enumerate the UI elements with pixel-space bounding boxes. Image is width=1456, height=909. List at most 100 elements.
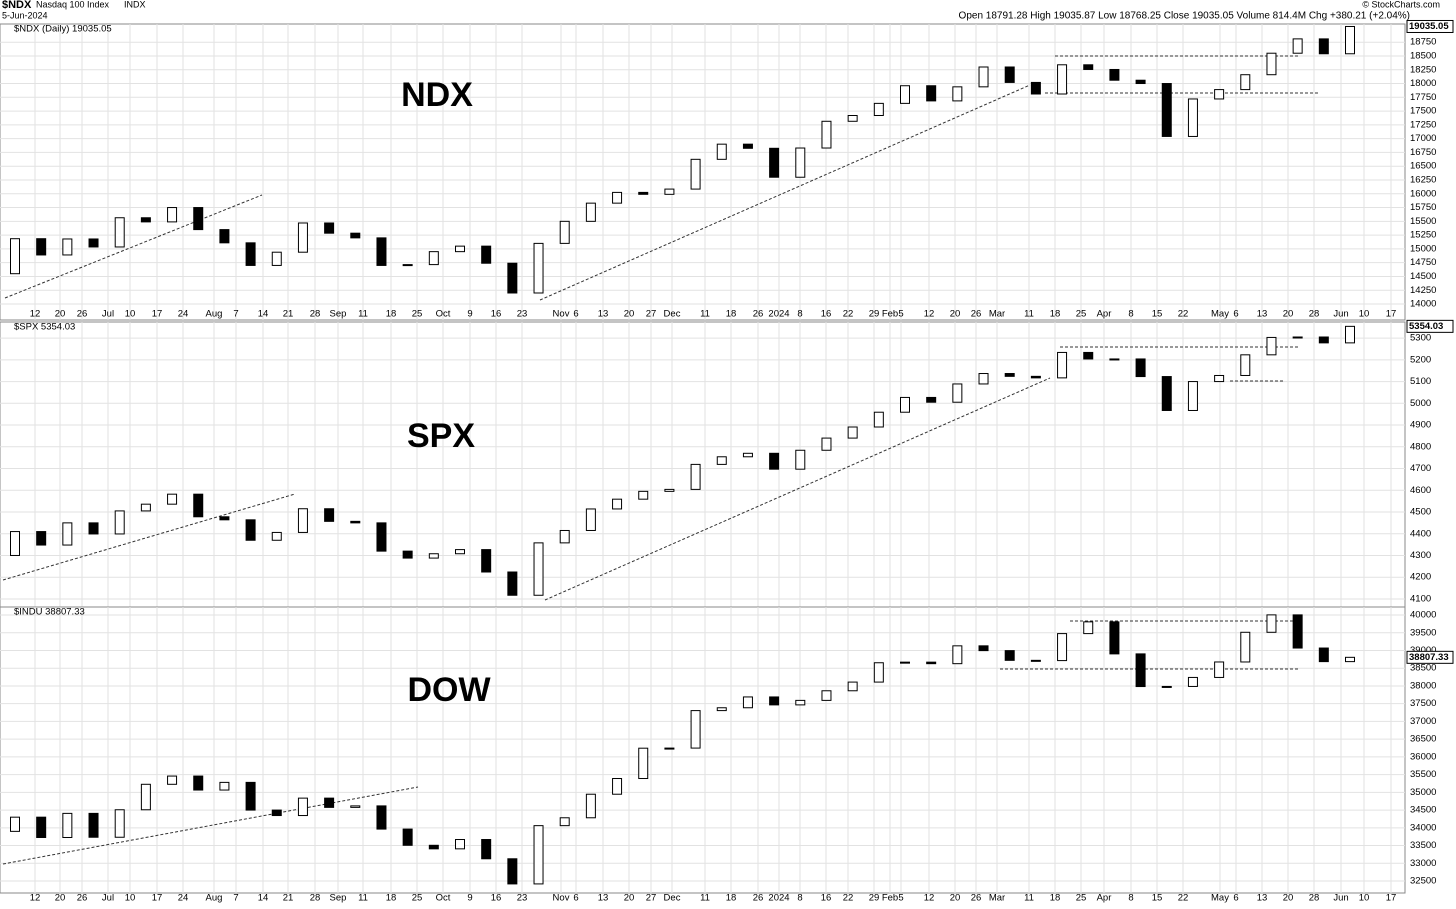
x-tick-label: Apr bbox=[1097, 893, 1112, 904]
x-tick-label: 16 bbox=[491, 309, 502, 320]
x-tick-label: 18 bbox=[1050, 893, 1061, 904]
x-tick-label: 5 bbox=[898, 309, 903, 320]
candle bbox=[88, 812, 99, 838]
y-tick-label: 16750 bbox=[1410, 147, 1436, 158]
y-tick-label: 4400 bbox=[1410, 528, 1431, 539]
x-tick-label: 28 bbox=[1309, 309, 1320, 320]
x-tick-label: Dec bbox=[664, 309, 681, 320]
x-tick-label: Oct bbox=[436, 309, 451, 320]
x-tick-label: Jul bbox=[102, 893, 114, 904]
last-value: 5354.03 bbox=[1409, 321, 1443, 332]
x-tick-label: 26 bbox=[753, 309, 764, 320]
x-tick-label: 11 bbox=[358, 893, 368, 904]
trendlines bbox=[2, 55, 1318, 865]
x-tick-label: 17 bbox=[152, 309, 163, 320]
last-value: 19035.05 bbox=[1409, 21, 1449, 32]
y-tick-label: 18250 bbox=[1410, 64, 1436, 75]
x-tick-label: 13 bbox=[1257, 893, 1268, 904]
x-tick-label: 23 bbox=[517, 893, 528, 904]
x-tick-label: Jun bbox=[1333, 893, 1348, 904]
x-tick-label: 22 bbox=[843, 309, 854, 320]
candle bbox=[402, 264, 413, 267]
x-tick-label: 6 bbox=[573, 309, 578, 320]
x-tick-label: 7 bbox=[233, 893, 238, 904]
candle bbox=[271, 531, 282, 541]
x-tick-label: 18 bbox=[726, 893, 737, 904]
candle bbox=[1292, 336, 1303, 339]
candle bbox=[664, 488, 675, 492]
candle bbox=[324, 797, 335, 808]
x-tick-label: 11 bbox=[700, 893, 710, 904]
candle bbox=[690, 463, 701, 490]
x-tick-label: 12 bbox=[924, 309, 935, 320]
candle bbox=[638, 747, 649, 780]
candle bbox=[559, 220, 570, 244]
trendline bbox=[539, 84, 1031, 301]
x-tick-label: Nov bbox=[553, 893, 570, 904]
annotation: DOW bbox=[407, 671, 491, 709]
candle bbox=[481, 549, 492, 573]
x-tick-label: 25 bbox=[412, 309, 423, 320]
x-tick-label: 2024 bbox=[768, 309, 789, 320]
annotation: SPX bbox=[407, 417, 475, 455]
candle bbox=[873, 662, 884, 683]
y-tick-label: 4300 bbox=[1410, 550, 1431, 561]
candle bbox=[1135, 358, 1146, 378]
y-tick-label: 15250 bbox=[1410, 230, 1436, 241]
x-tick-label: 11 bbox=[358, 309, 368, 320]
candle bbox=[559, 529, 570, 544]
candle bbox=[978, 645, 989, 652]
y-tick-label: 18750 bbox=[1410, 37, 1436, 48]
x-tick-label: 22 bbox=[1178, 309, 1189, 320]
x-tick-label: 18 bbox=[386, 309, 397, 320]
candle bbox=[821, 437, 832, 451]
candle bbox=[114, 217, 125, 248]
x-tick-label: 27 bbox=[646, 893, 657, 904]
y-tick-label: 15500 bbox=[1410, 216, 1436, 227]
y-tick-label: 4700 bbox=[1410, 463, 1431, 474]
candle bbox=[507, 858, 518, 885]
candle bbox=[585, 202, 596, 222]
x-tick-label: 14 bbox=[258, 309, 269, 320]
candle bbox=[297, 222, 308, 253]
candle bbox=[1187, 381, 1198, 411]
candle bbox=[402, 828, 413, 846]
candle bbox=[1266, 52, 1277, 76]
x-tick-label: 8 bbox=[797, 893, 802, 904]
x-tick-label: 26 bbox=[971, 893, 982, 904]
candle bbox=[1345, 25, 1355, 55]
candle bbox=[1004, 373, 1015, 377]
candle bbox=[1187, 98, 1198, 137]
candle bbox=[36, 816, 47, 838]
candle bbox=[297, 508, 308, 533]
candle bbox=[952, 383, 963, 403]
candle bbox=[1266, 336, 1277, 356]
symbol: $NDX bbox=[2, 0, 32, 11]
x-tick-label: 14 bbox=[258, 893, 269, 904]
candle bbox=[1214, 374, 1225, 383]
x-tick-label: 26 bbox=[753, 893, 764, 904]
candle bbox=[612, 778, 623, 795]
candle bbox=[821, 120, 832, 149]
candle bbox=[376, 237, 387, 266]
candle bbox=[1057, 351, 1068, 379]
candle bbox=[88, 238, 99, 248]
candle bbox=[1240, 631, 1251, 663]
candle bbox=[324, 508, 335, 522]
x-tick-label: 12 bbox=[30, 309, 41, 320]
x-tick-label: 12 bbox=[30, 893, 41, 904]
candle bbox=[1083, 64, 1094, 70]
candle bbox=[1161, 376, 1172, 411]
x-tick-label: 20 bbox=[1283, 893, 1294, 904]
last-value: 38807.33 bbox=[1409, 652, 1449, 663]
x-tick-label: 16 bbox=[821, 893, 832, 904]
y-tick-label: 15000 bbox=[1410, 243, 1436, 254]
x-tick-label: 25 bbox=[412, 893, 423, 904]
candle bbox=[1057, 64, 1068, 95]
y-tick-label: 4100 bbox=[1410, 593, 1431, 604]
candle bbox=[1266, 614, 1277, 633]
y-tick-label: 14000 bbox=[1410, 299, 1436, 310]
y-tick-label: 18500 bbox=[1410, 50, 1436, 61]
x-tick-label: 7 bbox=[233, 309, 238, 320]
